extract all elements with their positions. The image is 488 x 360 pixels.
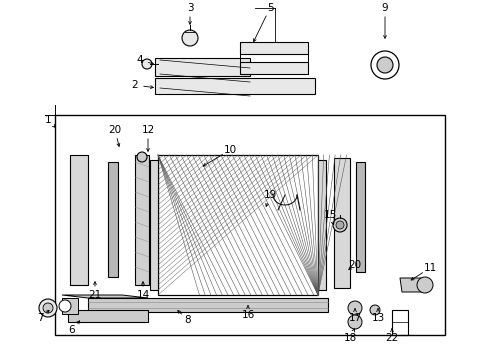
Circle shape (416, 277, 432, 293)
Text: 4: 4 (137, 55, 143, 65)
Text: 3: 3 (186, 3, 193, 13)
Polygon shape (170, 160, 196, 173)
Bar (88, 298, 327, 312)
Text: 1: 1 (44, 115, 51, 125)
Text: 18: 18 (343, 333, 356, 343)
Bar (108, 162, 118, 277)
Bar (317, 160, 325, 290)
Circle shape (137, 152, 147, 162)
Text: 9: 9 (381, 3, 387, 13)
Text: 11: 11 (423, 263, 436, 273)
Text: 19: 19 (263, 190, 276, 200)
Text: 21: 21 (88, 290, 102, 300)
Circle shape (142, 59, 152, 69)
Text: 7: 7 (37, 313, 43, 323)
Circle shape (182, 30, 198, 46)
Bar (240, 62, 307, 74)
Text: 22: 22 (385, 333, 398, 343)
Bar (333, 158, 349, 288)
Circle shape (43, 303, 53, 313)
Bar (155, 58, 249, 76)
Bar (70, 155, 88, 285)
Text: 13: 13 (370, 313, 384, 323)
Polygon shape (62, 298, 78, 314)
Circle shape (347, 315, 361, 329)
Bar (240, 42, 307, 54)
Bar (135, 155, 149, 285)
Polygon shape (62, 295, 148, 298)
Circle shape (59, 300, 71, 312)
Polygon shape (399, 278, 427, 292)
Text: 2: 2 (131, 80, 138, 90)
Bar (68, 310, 148, 322)
Text: 8: 8 (184, 315, 191, 325)
Text: 14: 14 (136, 290, 149, 300)
Text: 17: 17 (347, 313, 361, 323)
Text: 15: 15 (323, 210, 336, 220)
Text: 12: 12 (141, 125, 154, 135)
Bar (158, 155, 317, 295)
Circle shape (39, 299, 57, 317)
Bar (55, 115, 444, 335)
Circle shape (369, 305, 379, 315)
Text: 20: 20 (348, 260, 361, 270)
Text: 16: 16 (241, 310, 254, 320)
Circle shape (335, 221, 343, 229)
Text: 20: 20 (108, 125, 122, 135)
Circle shape (332, 218, 346, 232)
Circle shape (370, 51, 398, 79)
Text: 5: 5 (266, 3, 273, 13)
Circle shape (376, 57, 392, 73)
Bar (391, 310, 407, 335)
Bar (355, 162, 364, 272)
Text: 10: 10 (223, 145, 236, 155)
Circle shape (347, 301, 361, 315)
Bar (150, 160, 158, 290)
Text: 6: 6 (68, 325, 75, 335)
Bar (155, 78, 314, 94)
